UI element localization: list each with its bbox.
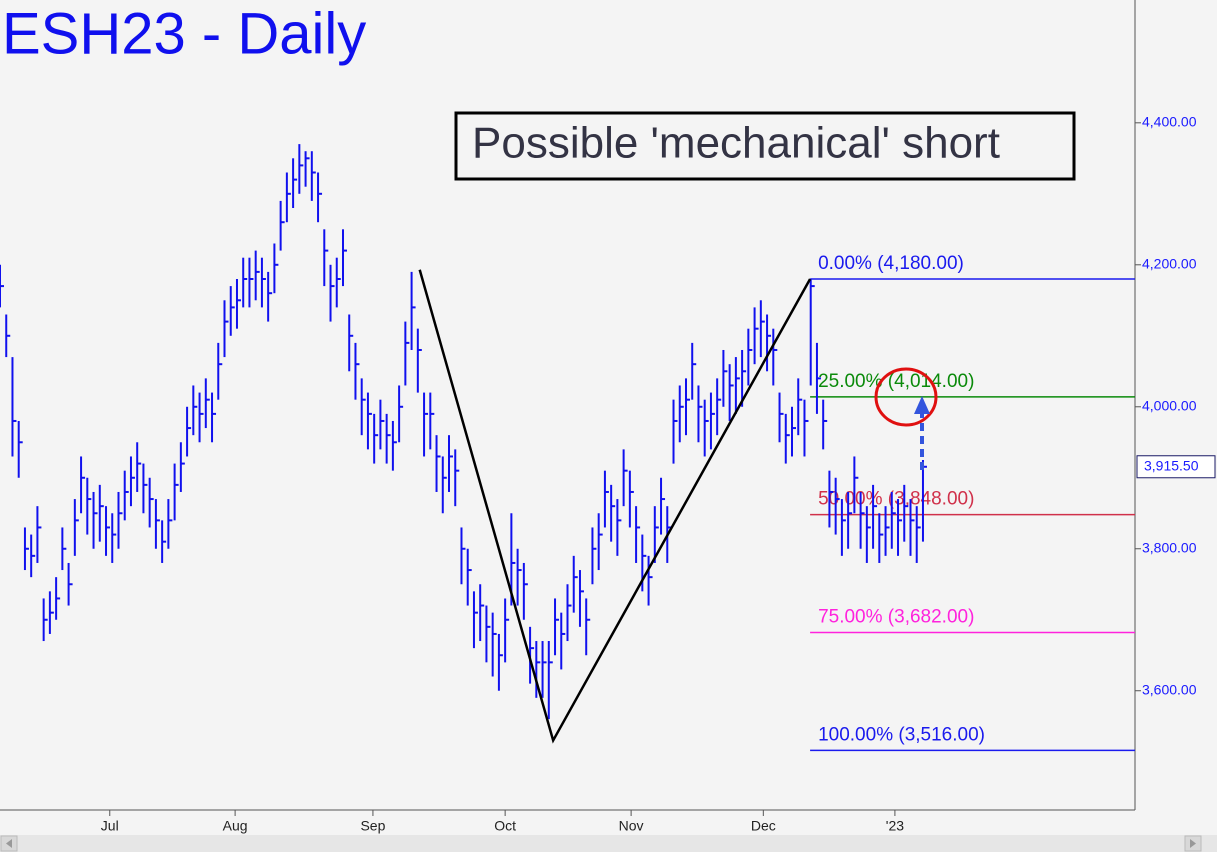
y-tick-label: 3,800.00: [1142, 539, 1197, 555]
chart-title: ESH23 - Daily: [2, 1, 366, 66]
x-tick-label: Oct: [494, 818, 516, 834]
fib-label: 75.00% (3,682.00): [818, 607, 974, 628]
y-tick-label: 4,000.00: [1142, 397, 1197, 413]
x-tick-label: Nov: [619, 818, 644, 834]
zigzag-line: [418, 269, 812, 744]
fib-label: 0.00% (4,180.00): [818, 253, 964, 274]
highlight-circle: [874, 367, 938, 427]
x-tick-label: Aug: [223, 818, 248, 834]
plot: 3,600.00 3,800.00 4,000.00 4,200.00 4,400.00…: [0, 114, 1216, 834]
y-tick-label: 4,400.00: [1142, 114, 1197, 130]
fib-label: 50.00% (3,848.00): [818, 489, 974, 510]
y-tick-label: 4,200.00: [1142, 255, 1197, 271]
scrollbar[interactable]: [0, 835, 1217, 852]
last-price-label: 3,915.50: [1144, 457, 1199, 473]
annotation-box: [454, 111, 1076, 181]
scroll-right-icon: [1190, 839, 1196, 848]
fib-label: 25.00% (4,014.00): [818, 371, 974, 392]
y-tick-label: 3,600.00: [1142, 681, 1197, 697]
x-tick-label: '23: [886, 818, 904, 834]
x-tick-label: Dec: [751, 818, 776, 834]
x-tick-label: Jul: [101, 818, 119, 834]
last-price-box: [1136, 455, 1216, 479]
fib-label: 100.00% (3,516.00): [818, 724, 985, 745]
arrow-head: [914, 396, 930, 414]
x-tick-label: Sep: [360, 818, 385, 834]
scroll-left-icon: [6, 839, 12, 848]
annotation: Possible 'mechanical' short: [472, 119, 1000, 168]
